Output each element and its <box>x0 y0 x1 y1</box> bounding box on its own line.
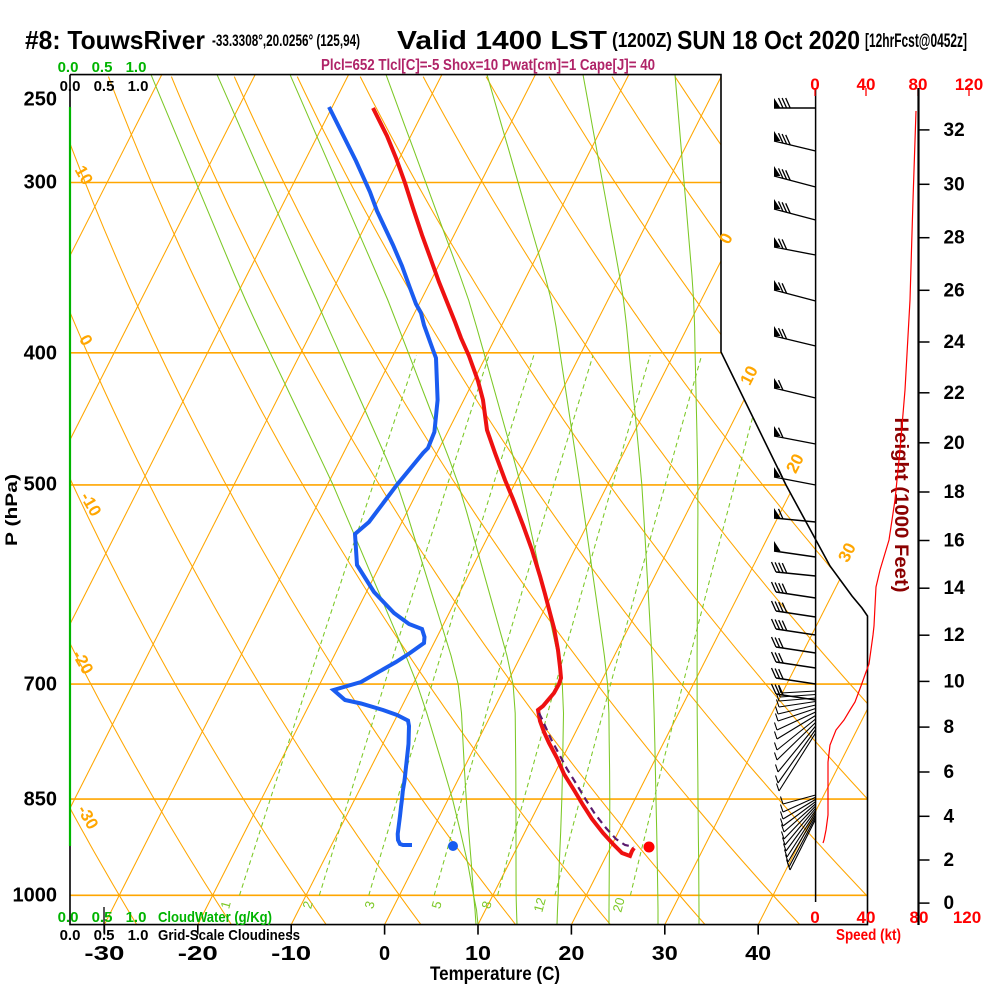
svg-text:CloudWater (g/Kg): CloudWater (g/Kg) <box>158 909 272 926</box>
svg-text:1.0: 1.0 <box>128 78 149 95</box>
svg-text:30: 30 <box>652 943 678 965</box>
svg-text:1.0: 1.0 <box>128 927 149 944</box>
svg-text:300: 300 <box>24 171 57 193</box>
svg-text:26: 26 <box>944 280 965 301</box>
svg-text:80: 80 <box>909 75 928 94</box>
svg-text:1: 1 <box>217 899 233 910</box>
svg-text:Temperature (C): Temperature (C) <box>430 964 560 985</box>
svg-text:Valid 1400 LST: Valid 1400 LST <box>397 25 607 55</box>
svg-text:0.0: 0.0 <box>58 59 79 76</box>
svg-text:8: 8 <box>944 717 955 738</box>
svg-text:32: 32 <box>944 120 965 141</box>
svg-text:10: 10 <box>944 671 965 692</box>
svg-text:SUN 18 Oct 2020: SUN 18 Oct 2020 <box>677 25 860 55</box>
svg-text:22: 22 <box>944 383 965 404</box>
svg-text:0: 0 <box>810 75 819 94</box>
svg-text:(1200Z): (1200Z) <box>612 30 672 52</box>
svg-text:20: 20 <box>558 943 584 965</box>
svg-text:4: 4 <box>944 806 955 827</box>
svg-text:20: 20 <box>610 896 628 914</box>
svg-text:40: 40 <box>857 908 876 927</box>
svg-text:120: 120 <box>955 75 983 94</box>
svg-text:Speed (kt): Speed (kt) <box>836 927 901 944</box>
svg-text:-33.3308°,20.0256° (125,94): -33.3308°,20.0256° (125,94) <box>212 31 360 50</box>
svg-text:0.0: 0.0 <box>58 909 79 926</box>
svg-text:3: 3 <box>361 899 377 910</box>
svg-text:0: 0 <box>810 908 819 927</box>
svg-text:0.5: 0.5 <box>94 78 115 95</box>
svg-text:18: 18 <box>944 482 965 503</box>
svg-text:Height (1000 Feet): Height (1000 Feet) <box>890 418 911 593</box>
svg-text:5: 5 <box>428 899 444 910</box>
svg-text:250: 250 <box>24 88 57 110</box>
svg-text:2: 2 <box>299 899 315 910</box>
svg-text:20: 20 <box>944 433 965 454</box>
svg-text:400: 400 <box>24 342 57 364</box>
svg-text:0.5: 0.5 <box>92 909 113 926</box>
svg-text:850: 850 <box>24 788 57 810</box>
svg-text:24: 24 <box>944 332 966 353</box>
svg-text:12: 12 <box>531 896 549 914</box>
svg-text:40: 40 <box>857 75 876 94</box>
svg-text:1000: 1000 <box>13 884 58 906</box>
svg-text:0: 0 <box>379 943 390 965</box>
svg-text:-20: -20 <box>178 943 218 965</box>
svg-text:700: 700 <box>24 673 57 695</box>
svg-text:120: 120 <box>953 908 981 927</box>
svg-text:Plcl=652 Tlcl[C]=-5 Shox=10 Pw: Plcl=652 Tlcl[C]=-5 Shox=10 Pwat[cm]=1 C… <box>321 57 655 74</box>
svg-text:40: 40 <box>745 943 771 965</box>
svg-text:0.0: 0.0 <box>60 927 81 944</box>
svg-text:1.0: 1.0 <box>126 909 147 926</box>
svg-text:-30: -30 <box>84 943 124 965</box>
svg-text:0: 0 <box>944 893 955 914</box>
svg-text:2: 2 <box>944 850 955 871</box>
svg-text:Grid-Scale Cloudiness: Grid-Scale Cloudiness <box>158 927 300 944</box>
svg-text:8: 8 <box>478 899 494 910</box>
svg-text:12: 12 <box>944 625 965 646</box>
svg-text:0.0: 0.0 <box>60 78 81 95</box>
svg-text:500: 500 <box>24 473 57 495</box>
svg-text:-10: -10 <box>271 943 311 965</box>
svg-text:P (hPa): P (hPa) <box>2 474 21 546</box>
svg-text:10: 10 <box>465 943 491 965</box>
svg-text:14: 14 <box>944 578 966 599</box>
svg-text:#8: TouwsRiver: #8: TouwsRiver <box>25 25 205 55</box>
svg-text:6: 6 <box>944 762 955 783</box>
svg-text:1.0: 1.0 <box>126 59 147 76</box>
svg-text:30: 30 <box>944 174 965 195</box>
svg-text:0.5: 0.5 <box>94 927 115 944</box>
svg-text:[12hrFcst@0452z]: [12hrFcst@0452z] <box>865 31 967 52</box>
svg-text:0.5: 0.5 <box>92 59 113 76</box>
svg-text:28: 28 <box>944 228 965 249</box>
svg-text:16: 16 <box>944 531 965 552</box>
